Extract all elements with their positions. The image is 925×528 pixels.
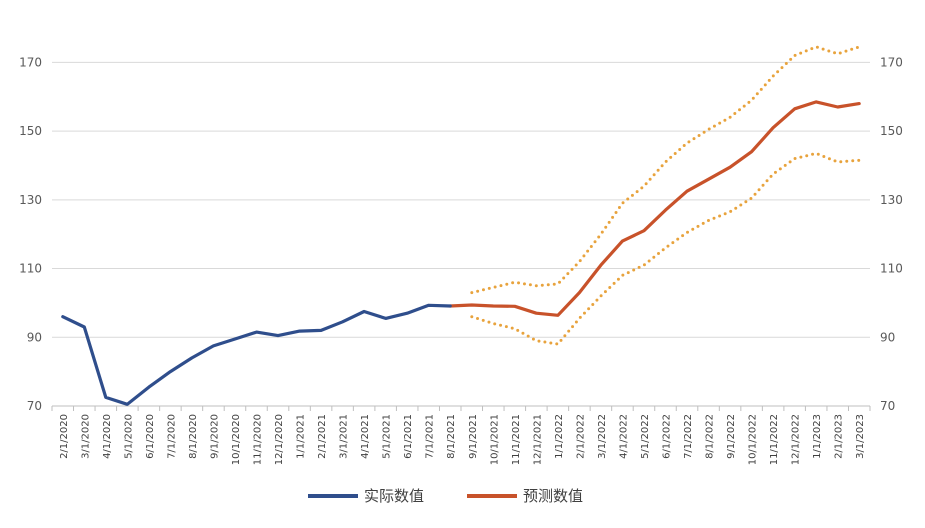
series-line-1	[448, 100, 861, 317]
y-tick-left-70: 70	[27, 399, 42, 413]
x-tick-label: 12/1/2020	[274, 414, 285, 465]
legend-item-actual: 实际数值	[308, 487, 424, 505]
x-tick-label: 2/1/2023	[834, 414, 845, 459]
x-tick-label: 11/1/2022	[769, 414, 780, 465]
x-tick-label: 5/1/2021	[382, 414, 393, 459]
x-tick-label: 12/1/2021	[532, 414, 543, 465]
x-tick-label: 1/1/2021	[296, 414, 307, 459]
x-tick-label: 3/1/2022	[597, 414, 608, 459]
x-tick-label: 7/1/2020	[166, 414, 177, 459]
x-tick-label: 11/1/2021	[511, 414, 522, 465]
x-tick-label: 9/1/2020	[209, 414, 220, 459]
x-tick-label: 9/1/2022	[726, 414, 737, 459]
x-tick-label: 6/1/2022	[662, 414, 673, 459]
x-tick-label: 2/1/2020	[59, 414, 70, 459]
x-tick-label: 5/1/2020	[123, 414, 134, 459]
left-y-axis: 70 90 110 130 150 170	[19, 55, 42, 413]
x-tick-label: 5/1/2022	[640, 414, 651, 459]
series-line-2	[470, 45, 861, 295]
x-tick-label: 4/1/2021	[360, 414, 371, 459]
y-tick-left-90: 90	[27, 330, 42, 344]
x-tick-label: 2/1/2021	[317, 414, 328, 459]
x-tick-label: 3/1/2021	[339, 414, 350, 459]
x-tick-label: 7/1/2022	[683, 414, 694, 459]
x-tick-label: 2/1/2022	[575, 414, 586, 459]
x-tick-label: 10/1/2020	[231, 414, 242, 465]
series-line-3	[470, 151, 861, 346]
y-tick-right-150: 150	[880, 124, 903, 138]
x-tick-label: 8/1/2020	[188, 414, 199, 459]
x-tick-label: 6/1/2021	[403, 414, 414, 459]
x-tick-label: 11/1/2020	[253, 414, 264, 465]
y-tick-right-90: 90	[880, 330, 895, 344]
legend-label-forecast: 预测数值	[523, 487, 583, 505]
x-tick-label: 10/1/2022	[748, 414, 759, 465]
legend-label-actual: 实际数值	[364, 487, 424, 505]
series-line-0	[61, 303, 452, 406]
x-tick-label: 9/1/2021	[468, 414, 479, 459]
x-tick-label: 8/1/2021	[446, 414, 457, 459]
x-tick-label: 7/1/2021	[425, 414, 436, 459]
y-tick-right-130: 130	[880, 193, 903, 207]
x-tick-label: 3/1/2020	[80, 414, 91, 459]
y-tick-left-130: 130	[19, 193, 42, 207]
plot-area	[61, 45, 861, 406]
y-tick-right-170: 170	[880, 55, 903, 69]
x-tick-label: 12/1/2022	[791, 414, 802, 465]
y-tick-left-170: 170	[19, 55, 42, 69]
y-tick-right-70: 70	[880, 399, 895, 413]
y-tick-left-110: 110	[19, 262, 42, 276]
x-tick-label: 4/1/2020	[102, 414, 113, 459]
x-tick-label: 1/1/2022	[554, 414, 565, 459]
x-tick-label: 6/1/2020	[145, 414, 156, 459]
x-tick-label: 4/1/2022	[618, 414, 629, 459]
right-y-axis: 70 90 110 130 150 170	[880, 55, 903, 413]
y-tick-right-110: 110	[880, 262, 903, 276]
x-tick-label: 8/1/2022	[705, 414, 716, 459]
legend-item-forecast: 预测数值	[467, 487, 583, 505]
x-tick-label: 3/1/2023	[855, 414, 866, 459]
legend: 实际数值 预测数值	[308, 487, 583, 505]
y-tick-left-150: 150	[19, 124, 42, 138]
x-tick-label: 10/1/2021	[489, 414, 500, 465]
gridlines	[52, 61, 870, 407]
x-axis: 2/1/2020 3/1/2020 4/1/2020 5/1/2020 6/1/2020…	[51, 405, 871, 465]
x-tick-label: 1/1/2023	[812, 414, 823, 459]
